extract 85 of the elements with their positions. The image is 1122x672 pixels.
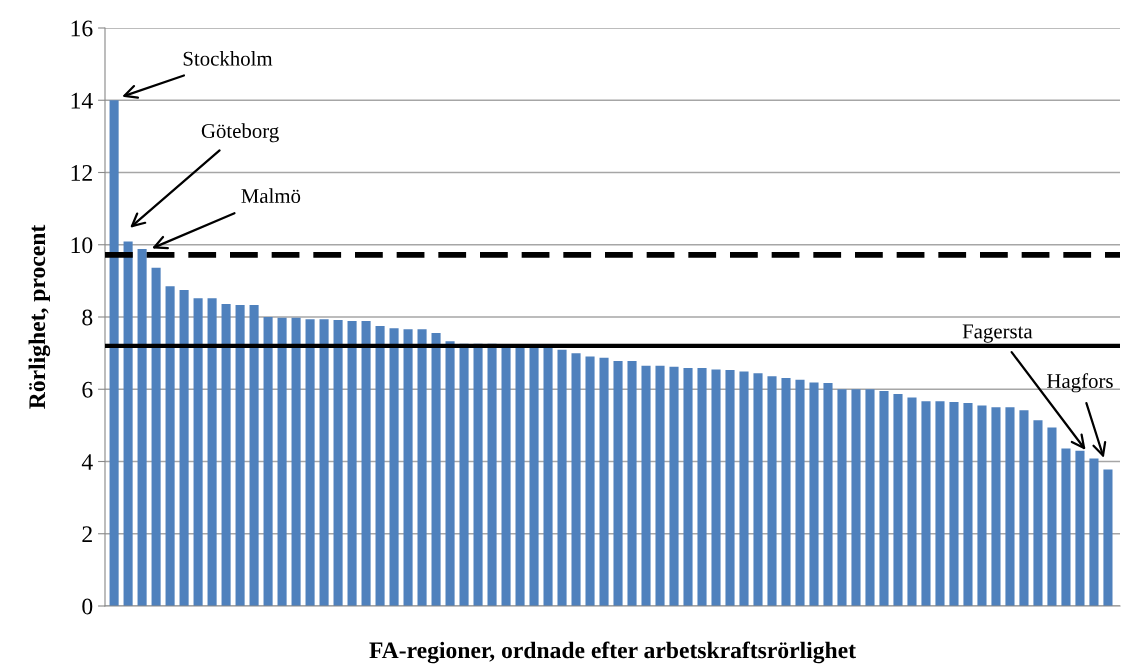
bar bbox=[669, 366, 679, 606]
bar bbox=[543, 346, 553, 606]
y-tick-label: 4 bbox=[81, 454, 93, 470]
bar bbox=[865, 389, 875, 606]
x-axis-title: FA-regioner, ordnade efter arbetskraftsrörlighet bbox=[369, 641, 856, 664]
bar bbox=[431, 332, 441, 606]
bar bbox=[725, 370, 735, 606]
bar bbox=[417, 329, 427, 606]
bar bbox=[837, 389, 847, 606]
annotation: Hagfors bbox=[1047, 373, 1113, 393]
bar bbox=[767, 376, 777, 606]
bar bbox=[935, 401, 945, 606]
bar bbox=[977, 405, 987, 606]
bar bbox=[515, 345, 525, 606]
bar bbox=[151, 267, 161, 606]
bar bbox=[207, 298, 217, 606]
bar bbox=[963, 402, 973, 606]
bar bbox=[1061, 448, 1071, 606]
y-tick-label: 8 bbox=[82, 309, 93, 326]
bar bbox=[1089, 458, 1099, 606]
y-tick-label: 2 bbox=[82, 526, 92, 542]
bar bbox=[1019, 410, 1029, 606]
y-tick-label: 0 bbox=[82, 598, 93, 615]
y-tick-label: 6 bbox=[82, 381, 93, 398]
bar bbox=[319, 319, 329, 606]
bar bbox=[655, 365, 665, 606]
bar bbox=[893, 393, 903, 606]
bar bbox=[235, 305, 245, 606]
bar bbox=[1047, 427, 1057, 606]
bar bbox=[697, 367, 707, 606]
bar bbox=[921, 401, 931, 606]
bar bbox=[1005, 407, 1015, 606]
bar bbox=[221, 304, 231, 606]
bar bbox=[739, 371, 749, 606]
y-tick-label: 16 bbox=[71, 20, 93, 37]
y-tick-label: 12 bbox=[71, 165, 92, 181]
bar bbox=[263, 317, 273, 606]
bar bbox=[879, 391, 889, 606]
bar bbox=[347, 320, 357, 606]
bar bbox=[501, 345, 511, 606]
bar bbox=[711, 369, 721, 606]
bar bbox=[165, 286, 175, 606]
bar bbox=[907, 397, 917, 606]
bar bbox=[585, 356, 595, 606]
annotation: Fagersta bbox=[962, 324, 1033, 343]
bar bbox=[571, 353, 581, 606]
bar bbox=[445, 341, 455, 606]
bar bbox=[991, 407, 1001, 606]
bar bbox=[375, 326, 385, 606]
bar bbox=[683, 367, 693, 606]
y-tick-label: 14 bbox=[71, 92, 93, 109]
bar bbox=[305, 319, 315, 606]
bar bbox=[851, 389, 861, 606]
bar bbox=[627, 361, 637, 606]
bar bbox=[1075, 450, 1085, 606]
bar bbox=[1103, 469, 1113, 606]
bar bbox=[123, 241, 133, 606]
bar bbox=[613, 361, 623, 606]
bar bbox=[809, 382, 819, 606]
bar bbox=[557, 349, 567, 606]
bar bbox=[823, 383, 833, 606]
bar bbox=[361, 320, 371, 606]
bar bbox=[1033, 420, 1043, 606]
bar bbox=[277, 317, 287, 606]
bar bbox=[389, 328, 399, 606]
y-tick-label: 10 bbox=[71, 237, 93, 254]
bar bbox=[795, 379, 805, 606]
bar bbox=[641, 365, 651, 606]
bar bbox=[109, 100, 119, 606]
bar bbox=[249, 305, 259, 606]
annotation: Malmö bbox=[241, 188, 301, 203]
annotation: Göteborg bbox=[201, 123, 279, 143]
bar bbox=[599, 357, 609, 606]
bar bbox=[179, 289, 189, 606]
y-axis-title: Rörlighet, procent bbox=[28, 224, 51, 409]
bar bbox=[193, 298, 203, 606]
bar bbox=[949, 401, 959, 606]
bar bbox=[333, 319, 343, 606]
annotation: Stockholm bbox=[183, 51, 273, 66]
bar bbox=[781, 378, 791, 606]
bar bbox=[137, 249, 147, 606]
bar bbox=[529, 345, 539, 606]
bar bbox=[753, 373, 763, 606]
bar bbox=[291, 317, 301, 606]
bar bbox=[403, 329, 413, 606]
